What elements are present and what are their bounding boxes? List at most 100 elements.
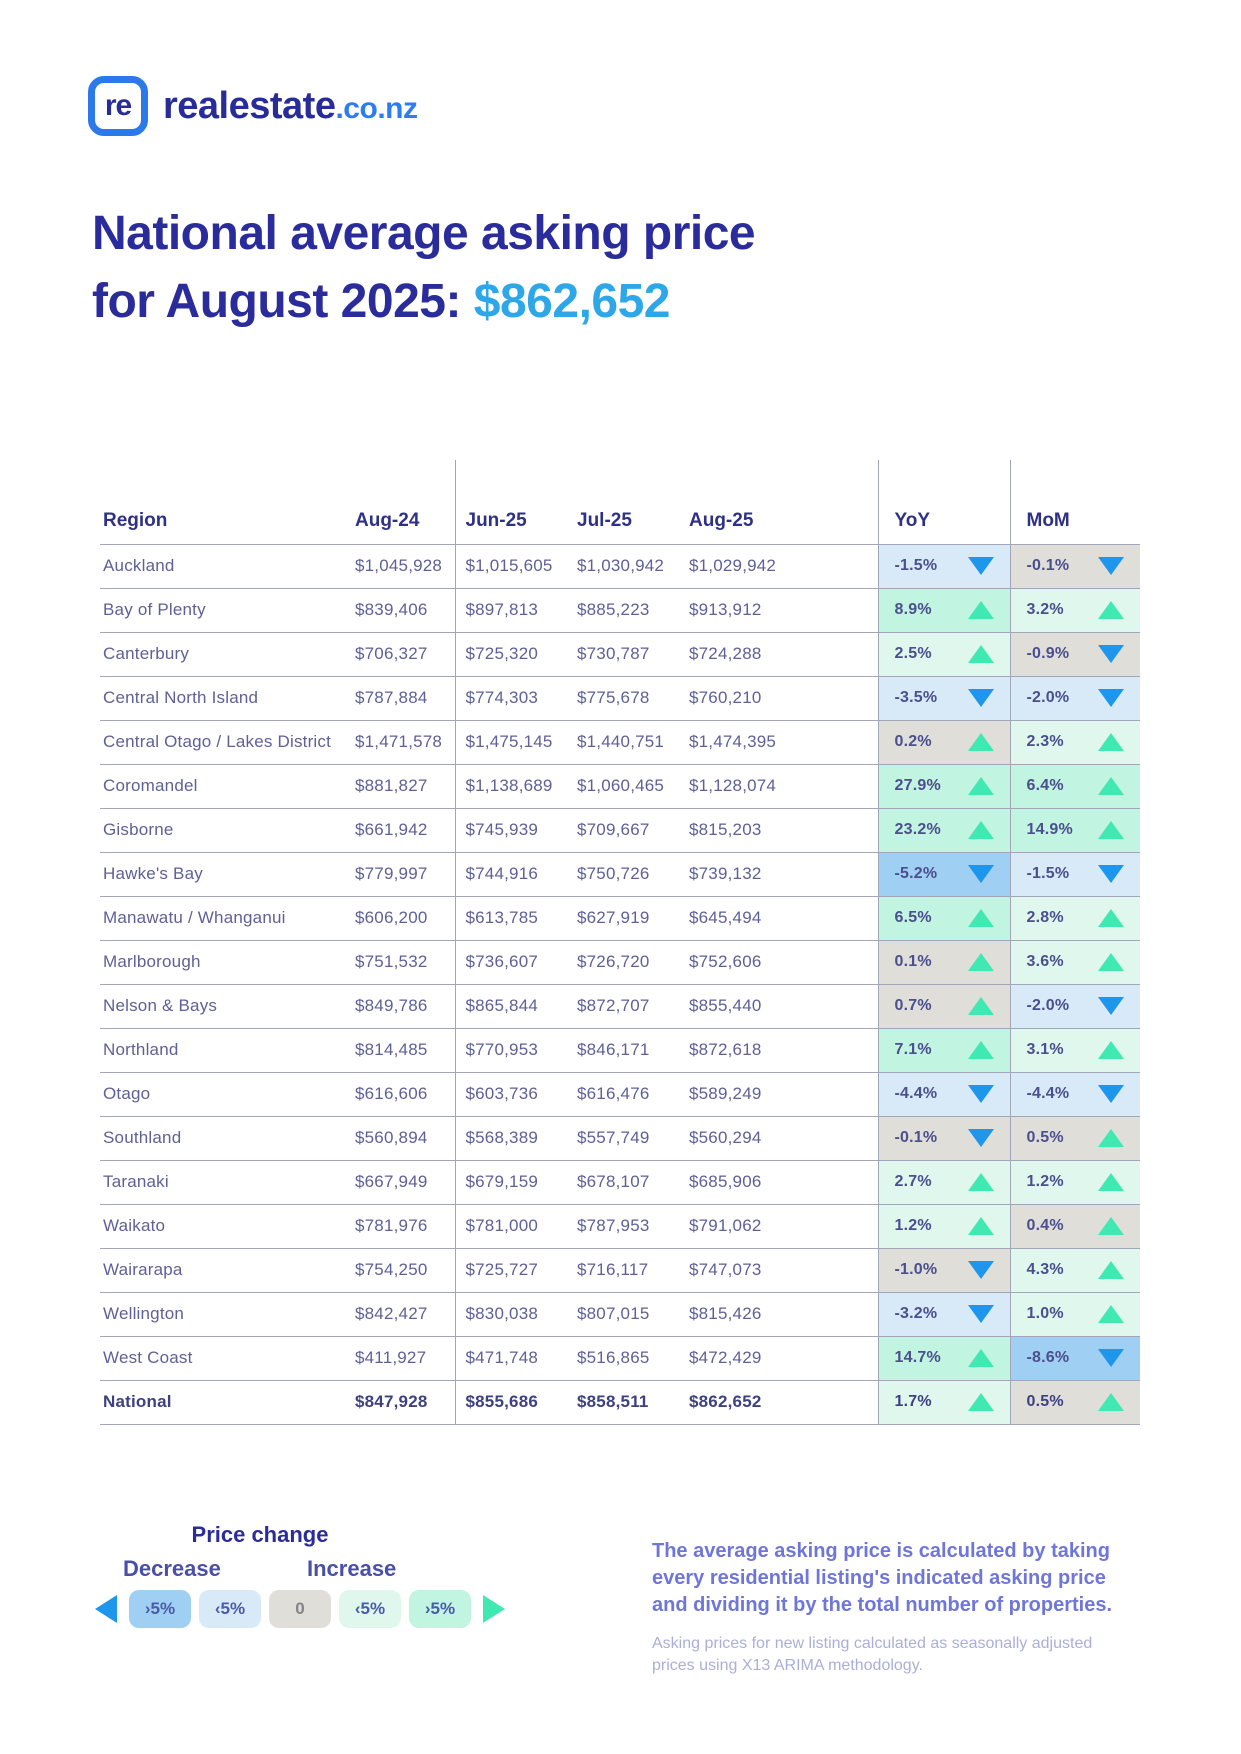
price-cell-jul25: $1,440,751 <box>567 720 679 765</box>
mom-cell: 0.5% <box>1009 1116 1140 1161</box>
price-cell-aug24: $847,928 <box>345 1380 455 1425</box>
column-header-jul-25: Jul-25 <box>567 460 679 545</box>
price-cell-jun25: $736,607 <box>454 940 567 985</box>
region-cell: Otago <box>100 1072 345 1117</box>
percent-value: -3.2% <box>894 1305 938 1322</box>
table-row: Central North Island $787,884 $774,303 $775… <box>100 676 1140 721</box>
region-cell: Nelson & Bays <box>100 984 345 1029</box>
price-cell-aug25: $760,210 <box>679 676 878 721</box>
region-cell: Manawatu / Whanganui <box>100 896 345 941</box>
price-cell-jun25: $471,748 <box>454 1336 567 1381</box>
percent-value: -1.0% <box>894 1261 938 1278</box>
price-cell-aug25: $791,062 <box>679 1204 878 1249</box>
legend-pill-inc-strong: ›5% <box>409 1590 471 1628</box>
price-cell-aug25: $752,606 <box>679 940 878 985</box>
realestate-logo: re realestate .co.nz <box>88 76 418 136</box>
yoy-cell: 2.5% <box>877 632 1010 677</box>
price-cell-aug24: $881,827 <box>345 764 455 809</box>
price-cell-aug24: $616,606 <box>345 1072 455 1117</box>
decrease-arrow-icon <box>95 1595 117 1623</box>
percent-value: 6.4% <box>1026 777 1064 794</box>
table-row: Waikato $781,976 $781,000 $787,953 $791,062 1… <box>100 1204 1140 1249</box>
up-arrow-icon <box>967 1349 994 1367</box>
percent-value: 2.7% <box>894 1173 932 1190</box>
column-header-mom: MoM <box>1009 460 1140 545</box>
table-row: Taranaki $667,949 $679,159 $678,107 $685,906… <box>100 1160 1140 1205</box>
price-cell-aug25: $685,906 <box>679 1160 878 1205</box>
price-cell-aug24: $560,894 <box>345 1116 455 1161</box>
price-cell-jul25: $709,667 <box>567 808 679 853</box>
title-line1: National average asking price <box>92 207 756 260</box>
price-cell-jun25: $679,159 <box>454 1160 567 1205</box>
percent-value: -5.2% <box>894 865 938 882</box>
down-arrow-icon <box>1098 689 1124 707</box>
up-arrow-icon <box>1098 1305 1124 1323</box>
price-cell-jun25: $897,813 <box>454 588 567 633</box>
down-arrow-icon <box>1098 557 1124 575</box>
up-arrow-icon <box>1098 1173 1124 1191</box>
yoy-cell: 7.1% <box>877 1028 1010 1073</box>
price-cell-jun25: $744,916 <box>454 852 567 897</box>
table-row: West Coast $411,927 $471,748 $516,865 $472,4… <box>100 1336 1140 1381</box>
price-cell-jun25: $865,844 <box>454 984 567 1029</box>
price-cell-aug24: $849,786 <box>345 984 455 1029</box>
percent-value: 27.9% <box>894 777 941 794</box>
mom-cell: -1.5% <box>1009 852 1140 897</box>
percent-value: 1.2% <box>1026 1173 1064 1190</box>
up-arrow-icon <box>1098 1217 1124 1235</box>
down-arrow-icon <box>967 1085 994 1103</box>
up-arrow-icon <box>1098 1393 1124 1411</box>
mom-cell: -0.9% <box>1009 632 1140 677</box>
percent-value: -4.4% <box>894 1085 938 1102</box>
yoy-cell: 2.7% <box>877 1160 1010 1205</box>
price-cell-jun25: $774,303 <box>454 676 567 721</box>
price-cell-jun25: $1,015,605 <box>454 544 567 589</box>
column-header-aug-24: Aug-24 <box>345 460 455 545</box>
price-cell-aug25: $739,132 <box>679 852 878 897</box>
mom-cell: 2.3% <box>1009 720 1140 765</box>
down-arrow-icon <box>967 689 994 707</box>
up-arrow-icon <box>1098 733 1124 751</box>
price-cell-jul25: $872,707 <box>567 984 679 1029</box>
price-cell-jul25: $750,726 <box>567 852 679 897</box>
yoy-cell: -3.2% <box>877 1292 1010 1337</box>
region-cell: Bay of Plenty <box>100 588 345 633</box>
price-change-legend: Price change Decrease Increase ›5% ‹5% 0 ‹5… <box>95 1522 515 1628</box>
asking-price-table-wrap: Region Aug-24 Jun-25 Jul-25 Aug-25 YoY MoM Auc… <box>100 460 1140 1425</box>
up-arrow-icon <box>967 601 994 619</box>
yoy-cell: 1.7% <box>877 1380 1010 1425</box>
price-cell-jul25: $1,030,942 <box>567 544 679 589</box>
table-row: Otago $616,606 $603,736 $616,476 $589,249 -4.… <box>100 1072 1140 1117</box>
percent-value: -3.5% <box>894 689 938 706</box>
legend-decrease-label: Decrease <box>123 1556 221 1581</box>
region-cell: Northland <box>100 1028 345 1073</box>
down-arrow-icon <box>967 865 994 883</box>
price-cell-aug24: $606,200 <box>345 896 455 941</box>
up-arrow-icon <box>967 645 994 663</box>
price-cell-aug25: $747,073 <box>679 1248 878 1293</box>
price-cell-aug24: $411,927 <box>345 1336 455 1381</box>
table-row: Nelson & Bays $849,786 $865,844 $872,707 $85… <box>100 984 1140 1029</box>
legend-title: Price change <box>191 1522 329 1547</box>
price-cell-aug24: $751,532 <box>345 940 455 985</box>
up-arrow-icon <box>967 1393 994 1411</box>
table-row: Wellington $842,427 $830,038 $807,015 $815,4… <box>100 1292 1140 1337</box>
price-cell-aug25: $872,618 <box>679 1028 878 1073</box>
price-cell-aug25: $589,249 <box>679 1072 878 1117</box>
down-arrow-icon <box>967 1305 994 1323</box>
table-row: Gisborne $661,942 $745,939 $709,667 $815,203… <box>100 808 1140 853</box>
table-row: Canterbury $706,327 $725,320 $730,787 $724,2… <box>100 632 1140 677</box>
percent-value: 1.7% <box>894 1393 932 1410</box>
price-cell-jul25: $775,678 <box>567 676 679 721</box>
mom-cell: 0.5% <box>1009 1380 1140 1425</box>
yoy-cell: 14.7% <box>877 1336 1010 1381</box>
price-cell-aug25: $472,429 <box>679 1336 878 1381</box>
percent-value: 6.5% <box>894 909 932 926</box>
price-cell-aug25: $862,652 <box>679 1380 878 1425</box>
region-cell: Auckland <box>100 544 345 589</box>
price-cell-aug25: $560,294 <box>679 1116 878 1161</box>
percent-value: -2.0% <box>1026 997 1070 1014</box>
realestate-logo-icon: re <box>88 76 148 136</box>
down-arrow-icon <box>1098 865 1124 883</box>
